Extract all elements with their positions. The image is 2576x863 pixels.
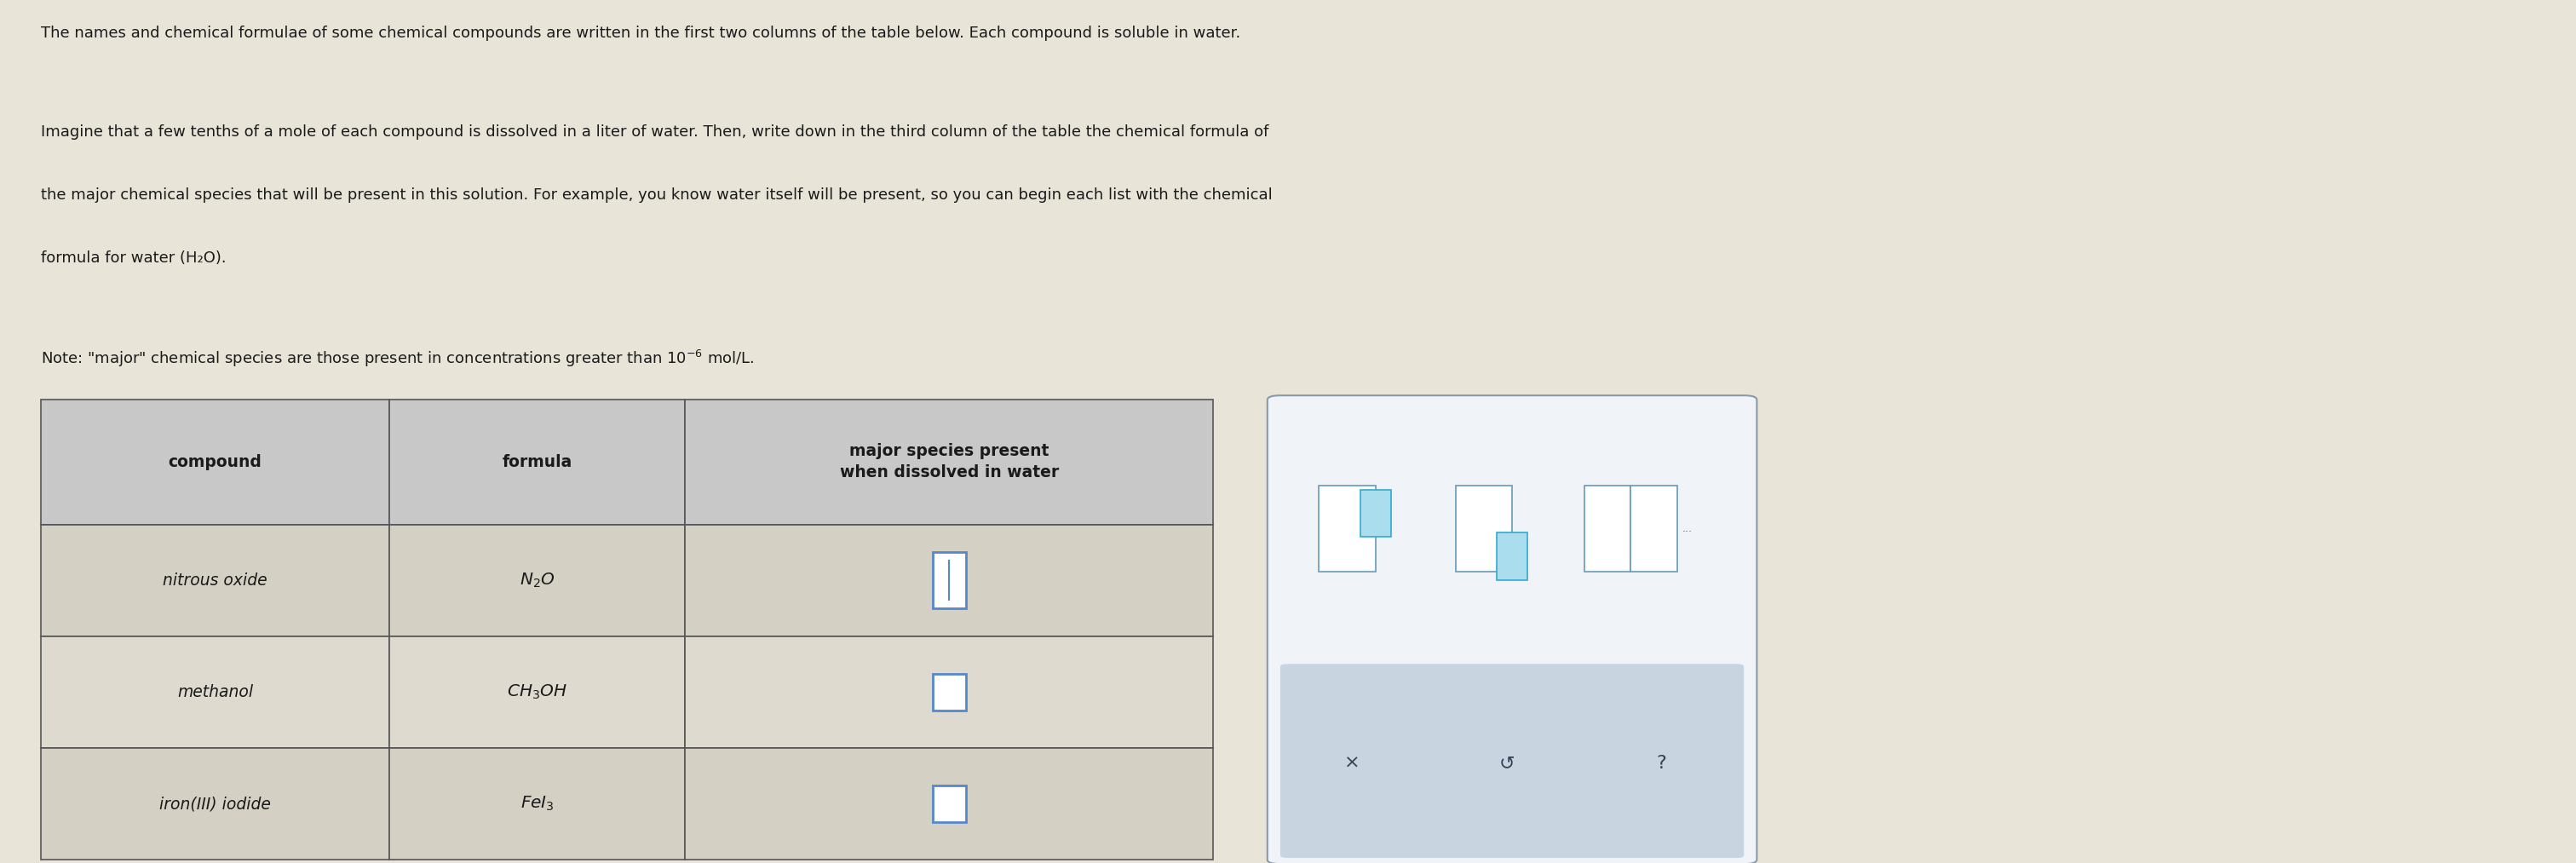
Bar [1631,486,1677,571]
Text: $N_2O$: $N_2O$ [520,571,554,589]
Bar [933,785,966,822]
Bar [685,525,1213,636]
Bar [41,400,389,525]
Bar [1497,532,1528,580]
Text: $FeI_3$: $FeI_3$ [520,795,554,813]
Bar [389,636,685,748]
Text: ?: ? [1656,754,1667,772]
Bar [389,748,685,860]
Text: ×: × [1345,754,1360,772]
FancyBboxPatch shape [1267,395,1757,863]
Text: major species present
when dissolved in water: major species present when dissolved in … [840,444,1059,481]
Text: the major chemical species that will be present in this solution. For example, y: the major chemical species that will be … [41,187,1273,203]
Text: Note: "major" chemical species are those present in concentrations greater than : Note: "major" chemical species are those… [41,348,755,369]
Text: The names and chemical formulae of some chemical compounds are written in the fi: The names and chemical formulae of some … [41,26,1242,41]
Bar [1319,486,1376,571]
Text: compound: compound [167,454,263,470]
Bar [933,552,966,608]
Bar [389,525,685,636]
Bar [685,636,1213,748]
Bar [41,636,389,748]
Bar [1455,486,1512,571]
Text: ↺: ↺ [1499,754,1515,772]
Bar [685,748,1213,860]
Text: formula: formula [502,454,572,470]
Bar [41,748,389,860]
Text: ...: ... [1682,523,1692,534]
Text: iron(III) iodide: iron(III) iodide [160,796,270,812]
Text: $CH_3OH$: $CH_3OH$ [507,683,567,701]
Bar [933,674,966,710]
Text: formula for water (H₂O).: formula for water (H₂O). [41,250,227,266]
Text: Imagine that a few tenths of a mole of each compound is dissolved in a liter of : Imagine that a few tenths of a mole of e… [41,124,1270,140]
Bar [389,400,685,525]
Text: nitrous oxide: nitrous oxide [162,572,268,589]
Bar [41,525,389,636]
FancyBboxPatch shape [1280,664,1744,858]
Text: methanol: methanol [178,684,252,700]
Bar [685,400,1213,525]
Bar [1584,486,1631,571]
Bar [1360,490,1391,537]
